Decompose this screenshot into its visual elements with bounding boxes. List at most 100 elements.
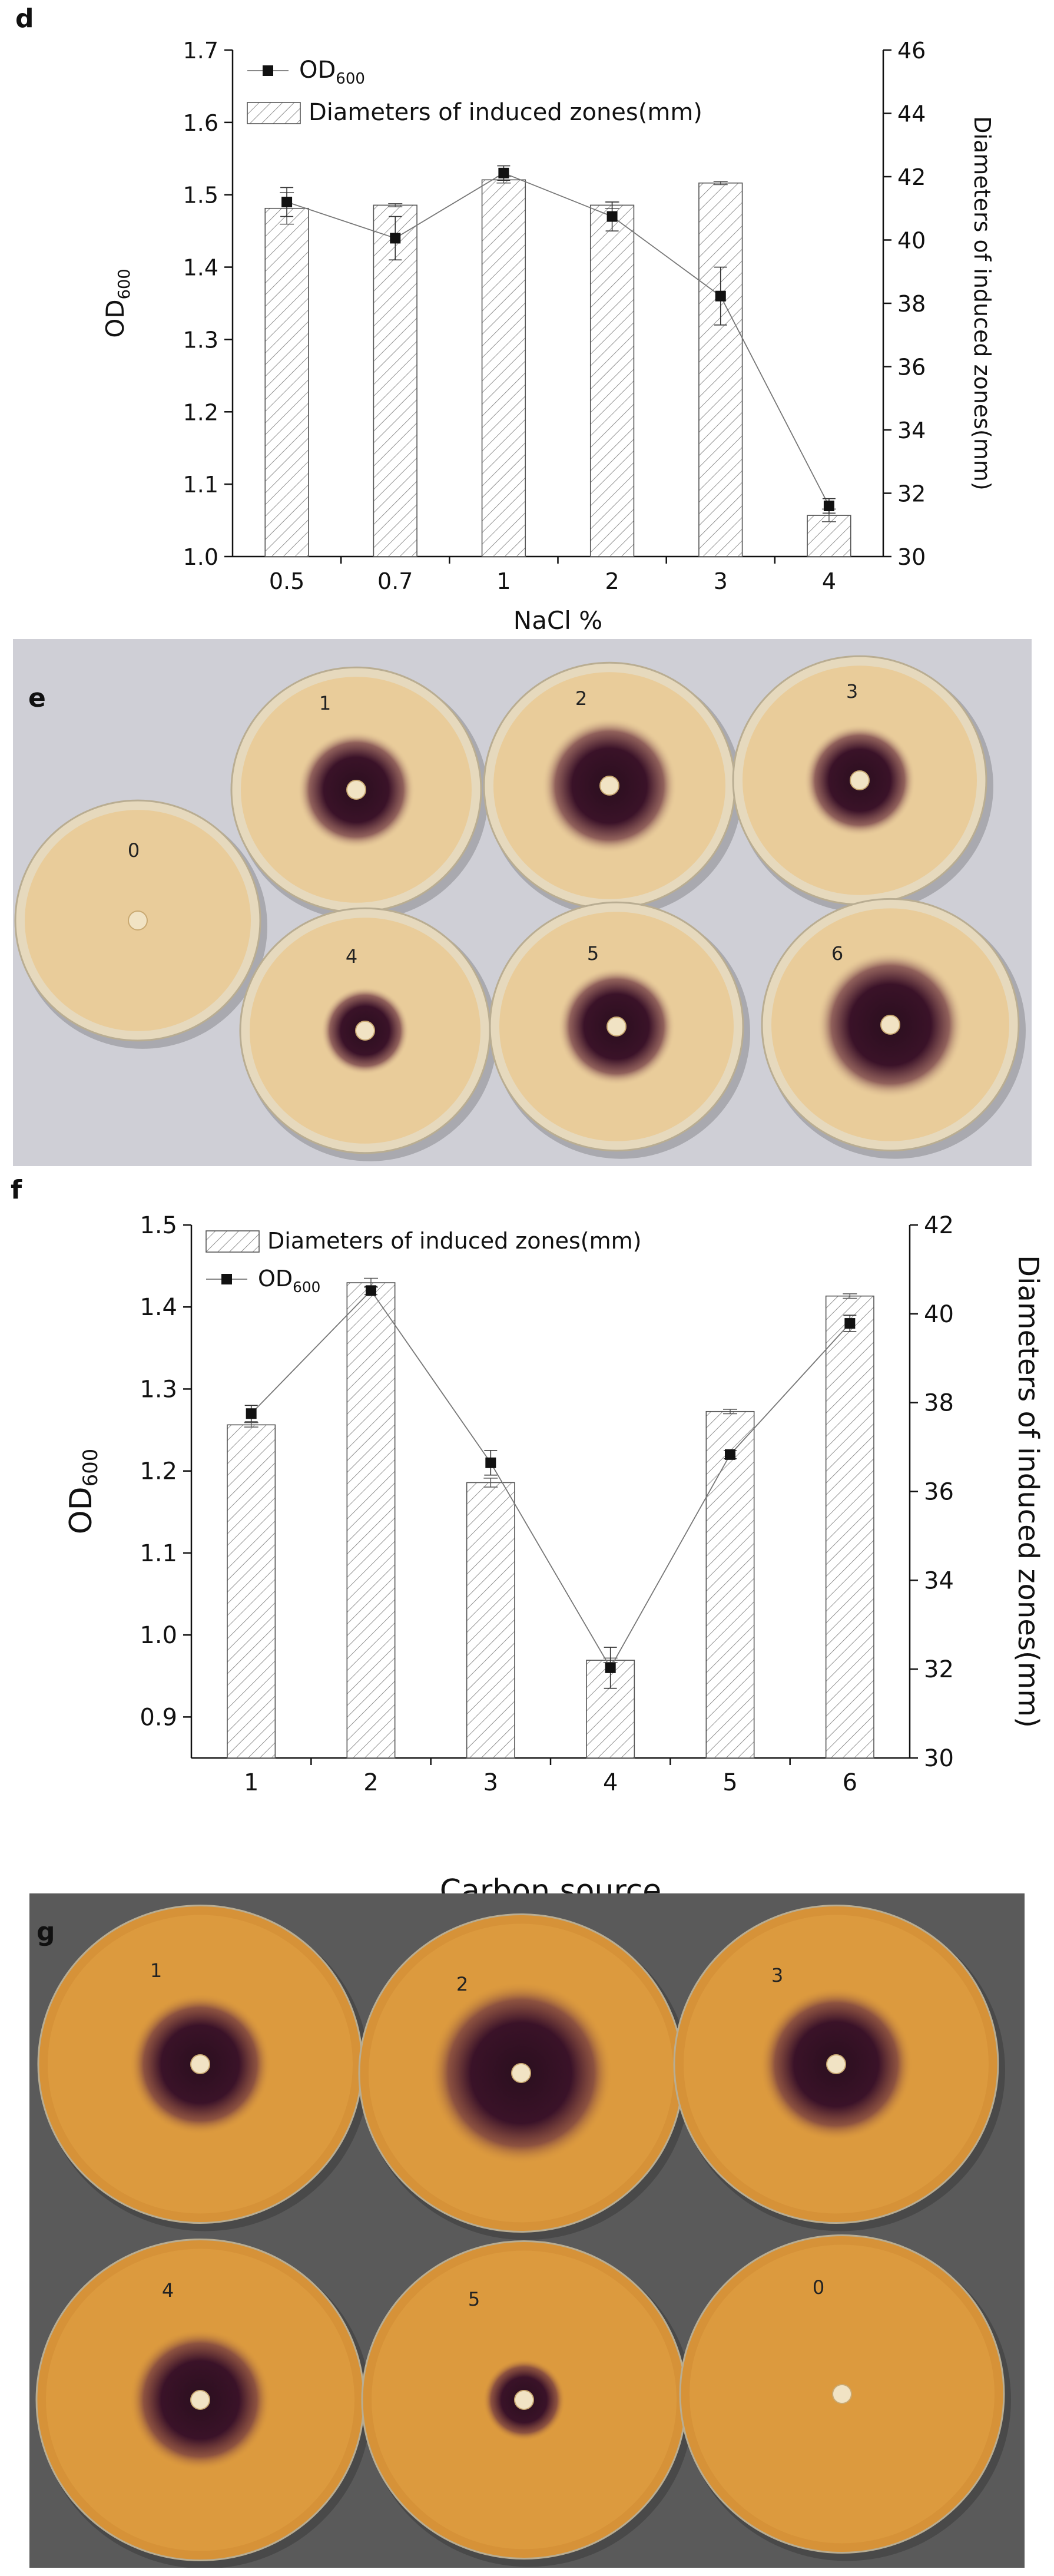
plate-number: 2 bbox=[456, 1973, 468, 1995]
petri-dish: 2 bbox=[358, 1913, 690, 2240]
left-tick-label: 1.1 bbox=[140, 1540, 177, 1567]
od-point bbox=[366, 1285, 376, 1296]
x-tick-label: 4 bbox=[603, 1769, 618, 1796]
legend-od-label: OD600 bbox=[258, 1266, 320, 1296]
petri-dish: 0 bbox=[679, 2234, 1011, 2561]
right-tick-label: 46 bbox=[897, 38, 926, 64]
petri-dish: 4 bbox=[35, 2239, 371, 2568]
legend-line-marker bbox=[263, 65, 273, 76]
bar bbox=[227, 1424, 276, 1759]
x-axis-title: NaCl % bbox=[513, 606, 602, 635]
right-tick-label: 40 bbox=[897, 228, 926, 254]
plate-number: 4 bbox=[346, 945, 357, 968]
left-tick-label: 1.2 bbox=[140, 1458, 177, 1485]
od-point bbox=[823, 501, 834, 511]
x-tick-label: 0.7 bbox=[377, 568, 413, 594]
od-point bbox=[605, 1662, 616, 1673]
petri-dish: 0 bbox=[14, 799, 267, 1049]
left-tick-label: 1.2 bbox=[183, 399, 218, 425]
petri-dish: 4 bbox=[239, 907, 497, 1161]
plate-number: 3 bbox=[846, 680, 858, 703]
x-tick-label: 3 bbox=[483, 1769, 498, 1796]
plate-number: 6 bbox=[831, 942, 843, 965]
x-tick-label: 0.5 bbox=[269, 568, 304, 594]
plate-number: 0 bbox=[128, 839, 140, 862]
od-line bbox=[286, 172, 830, 506]
x-tick-label: 1 bbox=[496, 568, 511, 594]
bar bbox=[466, 1482, 515, 1759]
x-tick-label: 2 bbox=[605, 568, 619, 594]
well bbox=[514, 2390, 534, 2410]
well bbox=[190, 2390, 210, 2410]
left-tick-label: 1.7 bbox=[183, 38, 218, 64]
panel-label-f: f bbox=[11, 1175, 22, 1205]
right-tick-label: 40 bbox=[924, 1301, 954, 1328]
right-tick-label: 44 bbox=[897, 101, 926, 127]
photo-g-plates: 1 2 3 4 5 0 bbox=[29, 1893, 1025, 2568]
plate-number: 5 bbox=[468, 2288, 480, 2310]
od-point bbox=[606, 211, 618, 222]
right-axis-title: Diameters of induced zones(mm) bbox=[969, 116, 995, 490]
petri-dish: 3 bbox=[673, 1905, 1005, 2231]
plate-number: 1 bbox=[319, 692, 331, 714]
right-tick-label: 34 bbox=[924, 1567, 954, 1594]
bar bbox=[705, 1410, 755, 1759]
well bbox=[355, 1021, 375, 1041]
well bbox=[599, 776, 619, 796]
right-tick-label: 38 bbox=[924, 1390, 954, 1417]
bar bbox=[698, 182, 743, 557]
left-axis-title: OD600 bbox=[101, 269, 134, 338]
plate-number: 5 bbox=[587, 942, 599, 965]
right-tick-label: 36 bbox=[897, 355, 926, 380]
right-tick-label: 30 bbox=[924, 1745, 954, 1772]
right-tick-label: 30 bbox=[897, 544, 926, 570]
plate-number: 3 bbox=[771, 1964, 783, 1986]
petri-dish: 1 bbox=[37, 1905, 369, 2231]
plate-number: 4 bbox=[162, 2279, 174, 2302]
right-tick-label: 32 bbox=[897, 481, 926, 507]
well bbox=[826, 2054, 846, 2074]
od-point bbox=[715, 290, 726, 302]
well bbox=[832, 2384, 852, 2404]
petri-dish: 1 bbox=[230, 666, 488, 921]
bar bbox=[346, 1282, 396, 1759]
right-tick-label: 42 bbox=[897, 164, 926, 190]
right-tick-label: 36 bbox=[924, 1479, 954, 1506]
well bbox=[606, 1017, 627, 1037]
legend-bar-label: Diameters of induced zones(mm) bbox=[309, 99, 702, 126]
left-tick-label: 1.0 bbox=[140, 1622, 177, 1649]
legend-od-label: OD600 bbox=[299, 57, 365, 88]
well bbox=[850, 770, 870, 790]
photo-e-plates: 0 1 2 3 4 5 6 bbox=[13, 639, 1032, 1166]
well bbox=[511, 2063, 531, 2083]
left-tick-label: 1.4 bbox=[183, 255, 218, 281]
x-tick-label: 4 bbox=[822, 568, 836, 594]
left-tick-label: 1.0 bbox=[183, 544, 218, 570]
plate-number: 2 bbox=[575, 687, 587, 710]
bar bbox=[481, 179, 526, 557]
legend-line-marker bbox=[221, 1274, 232, 1284]
left-tick-label: 1.1 bbox=[183, 472, 218, 498]
legend-bar-swatch bbox=[247, 102, 301, 124]
od-point bbox=[844, 1318, 856, 1329]
x-tick-label: 5 bbox=[722, 1769, 737, 1796]
well bbox=[346, 780, 366, 800]
right-tick-label: 42 bbox=[924, 1212, 954, 1239]
well bbox=[190, 2054, 210, 2074]
well bbox=[880, 1015, 900, 1035]
left-tick-label: 1.5 bbox=[140, 1212, 177, 1239]
od-line bbox=[251, 1289, 850, 1669]
left-tick-label: 1.4 bbox=[140, 1294, 177, 1321]
od-point bbox=[725, 1449, 735, 1460]
chart-d-nacl: 1.01.11.21.31.41.51.61.73032343638404244… bbox=[101, 38, 995, 635]
left-tick-label: 1.3 bbox=[183, 327, 218, 353]
od-point bbox=[485, 1457, 496, 1468]
right-tick-label: 34 bbox=[897, 418, 926, 443]
panel-label-d: d bbox=[15, 4, 34, 34]
od-point bbox=[498, 167, 509, 178]
od-point bbox=[390, 233, 401, 244]
petri-dish: 5 bbox=[361, 2240, 693, 2567]
bar bbox=[373, 204, 417, 557]
right-axis-title: Diameters of induced zones(mm) bbox=[1012, 1255, 1045, 1728]
